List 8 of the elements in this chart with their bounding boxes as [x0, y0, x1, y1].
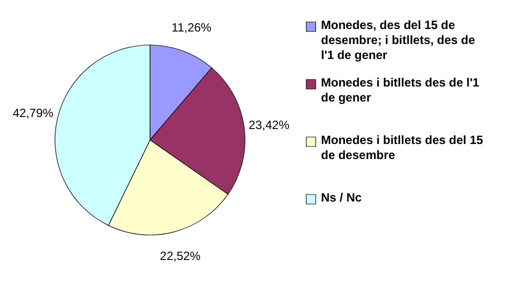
- legend-label: Monedes i bitllets des del 15 de desembre: [321, 132, 484, 162]
- legend-label: Ns / Nc: [321, 190, 362, 204]
- data-label: 23,42%: [248, 118, 290, 132]
- data-label: 22,52%: [160, 249, 201, 264]
- legend-label: Monedes i bitllets des de l'1 de gener: [321, 75, 480, 104]
- legend-label: Monedes, des del 15 de desembre; i bitllets, des de l'1 de gener: [321, 18, 476, 62]
- data-label: 11,26%: [172, 20, 212, 34]
- data-label: 42,79%: [12, 106, 54, 120]
